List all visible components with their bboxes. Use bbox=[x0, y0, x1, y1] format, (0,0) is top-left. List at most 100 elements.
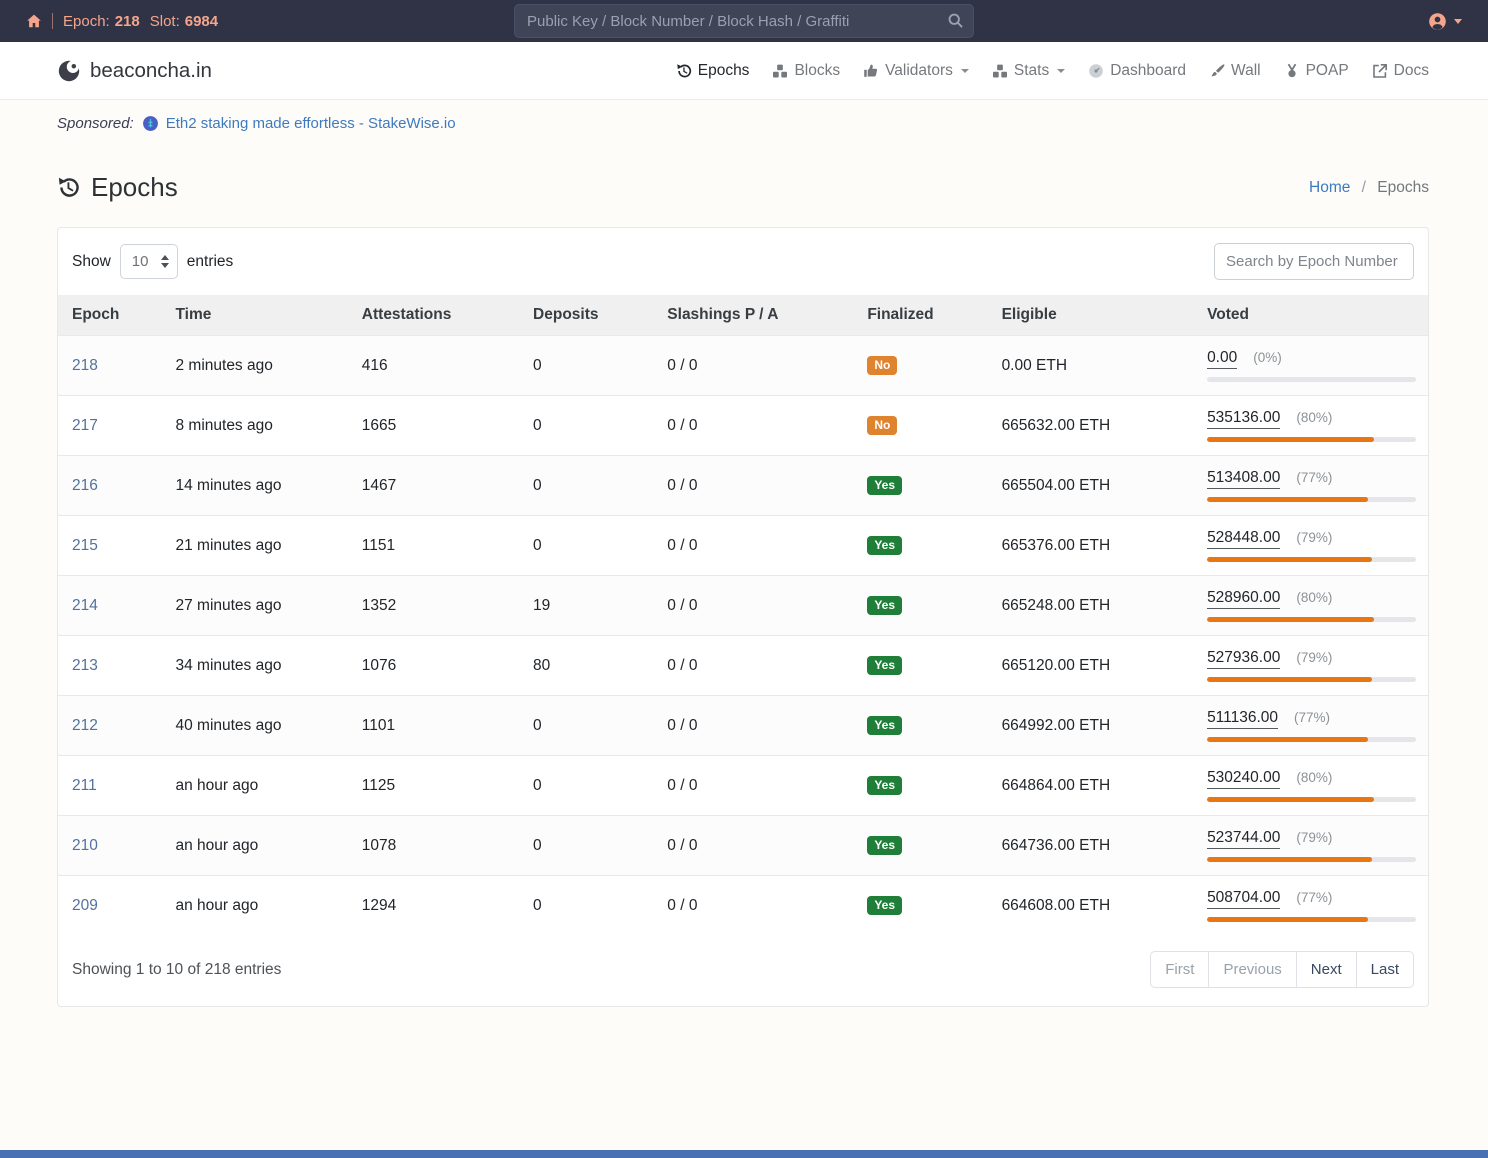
column-header-attestations[interactable]: Attestations bbox=[349, 295, 522, 336]
epoch-cell: 213 bbox=[58, 635, 164, 696]
epoch-value[interactable]: 218 bbox=[114, 12, 140, 30]
voted-value: 527936.00 bbox=[1207, 649, 1281, 669]
table-row: 214 27 minutes ago 1352 19 0 / 0 Yes 665… bbox=[58, 575, 1428, 636]
table-body: 218 2 minutes ago 416 0 0 / 0 No 0.00 ET… bbox=[58, 335, 1428, 935]
table-row: 212 40 minutes ago 1101 0 0 / 0 Yes 6649… bbox=[58, 695, 1428, 756]
column-header-voted[interactable]: Voted bbox=[1195, 295, 1428, 336]
epoch-cell: 215 bbox=[58, 515, 164, 576]
epoch-cell: 210 bbox=[58, 815, 164, 876]
time-cell: 14 minutes ago bbox=[163, 455, 350, 516]
epoch-link[interactable]: 212 bbox=[72, 716, 98, 734]
epoch-cell: 214 bbox=[58, 575, 164, 636]
epoch-cell: 218 bbox=[58, 335, 164, 396]
epoch-search-input[interactable] bbox=[1214, 243, 1414, 280]
history-icon bbox=[676, 63, 692, 79]
epoch-link[interactable]: 218 bbox=[72, 356, 98, 374]
voted-progress-bar bbox=[1207, 437, 1416, 442]
pagination-next-button[interactable]: Next bbox=[1295, 951, 1357, 988]
user-menu[interactable] bbox=[1428, 12, 1462, 31]
gauge-icon bbox=[1088, 63, 1104, 79]
nav-item-stats[interactable]: Stats bbox=[992, 61, 1066, 80]
voted-progress-bar bbox=[1207, 377, 1416, 382]
finalized-badge: Yes bbox=[867, 536, 903, 555]
pagination-last-button[interactable]: Last bbox=[1355, 951, 1414, 988]
voted-value: 511136.00 bbox=[1207, 709, 1279, 729]
attestations-cell: 1101 bbox=[349, 695, 522, 756]
epochs-table: Epoch Time Attestations Deposits Slashings P… bbox=[58, 295, 1428, 935]
brand[interactable]: beaconcha.in bbox=[57, 59, 212, 83]
finalized-cell: No bbox=[855, 335, 990, 396]
table-row: 211 an hour ago 1125 0 0 / 0 Yes 664864.… bbox=[58, 755, 1428, 816]
table-row: 210 an hour ago 1078 0 0 / 0 Yes 664736.… bbox=[58, 815, 1428, 876]
brand-name: beaconcha.in bbox=[90, 58, 212, 82]
breadcrumb-home[interactable]: Home bbox=[1309, 178, 1351, 196]
epoch-link[interactable]: 216 bbox=[72, 476, 98, 494]
column-header-eligible[interactable]: Eligible bbox=[989, 295, 1196, 336]
epoch-link[interactable]: 211 bbox=[72, 776, 97, 794]
voted-value: 0.00 bbox=[1207, 349, 1238, 369]
epoch-link[interactable]: 217 bbox=[72, 416, 98, 434]
nav-item-label: Wall bbox=[1231, 61, 1261, 79]
epoch-link[interactable]: 214 bbox=[72, 596, 98, 614]
thumbs-up-icon bbox=[863, 63, 879, 79]
time-cell: 34 minutes ago bbox=[163, 635, 350, 696]
voted-progress-bar bbox=[1207, 557, 1416, 562]
voted-value: 513408.00 bbox=[1207, 469, 1281, 489]
nav-item-label: Stats bbox=[1013, 61, 1050, 79]
finalized-cell: Yes bbox=[855, 455, 990, 516]
table-header-row: Epoch Time Attestations Deposits Slashings P… bbox=[58, 295, 1428, 336]
eligible-cell: 664864.00 ETH bbox=[989, 755, 1196, 816]
nav-item-docs[interactable]: Docs bbox=[1372, 62, 1429, 80]
eligible-cell: 665120.00 ETH bbox=[989, 635, 1196, 696]
voted-cell: 508704.00 (77%) bbox=[1195, 875, 1428, 935]
column-header-deposits[interactable]: Deposits bbox=[521, 295, 656, 336]
nav-items: Epochs Blocks Validators Stats Dashboard… bbox=[676, 62, 1429, 80]
slashings-cell: 0 / 0 bbox=[655, 455, 856, 516]
pagination-first-button: First bbox=[1150, 951, 1210, 988]
eligible-cell: 664736.00 ETH bbox=[989, 815, 1196, 876]
breadcrumb-separator: / bbox=[1361, 178, 1366, 196]
epoch-link[interactable]: 213 bbox=[72, 656, 98, 674]
voted-progress-bar bbox=[1207, 497, 1416, 502]
table-search bbox=[1214, 243, 1414, 280]
brand-logo-icon bbox=[57, 59, 81, 83]
voted-progress-fill bbox=[1207, 797, 1375, 802]
finalized-cell: Yes bbox=[855, 515, 990, 576]
user-icon bbox=[1428, 12, 1447, 31]
nav-item-wall[interactable]: Wall bbox=[1209, 62, 1261, 80]
nav-item-poap[interactable]: POAP bbox=[1284, 62, 1349, 80]
attestations-cell: 416 bbox=[349, 335, 522, 396]
topbar-divider bbox=[52, 13, 53, 29]
column-header-finalized[interactable]: Finalized bbox=[855, 295, 990, 336]
nav-item-validators[interactable]: Validators bbox=[863, 62, 969, 80]
voted-progress-bar bbox=[1207, 857, 1416, 862]
column-header-slashings-p-a[interactable]: Slashings P / A bbox=[655, 295, 856, 336]
global-search-input[interactable] bbox=[514, 4, 974, 38]
eligible-cell: 664608.00 ETH bbox=[989, 875, 1196, 935]
eligible-cell: 665376.00 ETH bbox=[989, 515, 1196, 576]
external-link-icon bbox=[1372, 63, 1388, 79]
epoch-link[interactable]: 215 bbox=[72, 536, 98, 554]
column-header-time[interactable]: Time bbox=[163, 295, 350, 336]
voted-percent: (77%) bbox=[1296, 470, 1333, 485]
nav-item-dashboard[interactable]: Dashboard bbox=[1088, 62, 1186, 80]
voted-percent: (79%) bbox=[1296, 830, 1333, 845]
column-header-epoch[interactable]: Epoch bbox=[58, 295, 164, 336]
voted-progress-bar bbox=[1207, 737, 1416, 742]
nav-item-epochs[interactable]: Epochs bbox=[676, 62, 749, 80]
sponsored-label: Sponsored: bbox=[57, 115, 134, 132]
finalized-badge: Yes bbox=[867, 776, 903, 795]
sponsored-link[interactable]: Eth2 staking made effortless - StakeWise… bbox=[142, 115, 456, 132]
voted-percent: (80%) bbox=[1296, 770, 1333, 785]
epoch-link[interactable]: 209 bbox=[72, 896, 98, 914]
page-size-select[interactable]: 10 bbox=[119, 244, 178, 279]
nav-item-blocks[interactable]: Blocks bbox=[772, 62, 840, 80]
slot-value[interactable]: 6984 bbox=[184, 12, 219, 30]
home-icon[interactable] bbox=[26, 13, 42, 29]
voted-cell: 523744.00 (79%) bbox=[1195, 815, 1428, 876]
voted-value: 535136.00 bbox=[1207, 409, 1281, 429]
epoch-link[interactable]: 210 bbox=[72, 836, 98, 854]
search-icon[interactable] bbox=[947, 12, 964, 29]
time-cell: 27 minutes ago bbox=[163, 575, 350, 636]
